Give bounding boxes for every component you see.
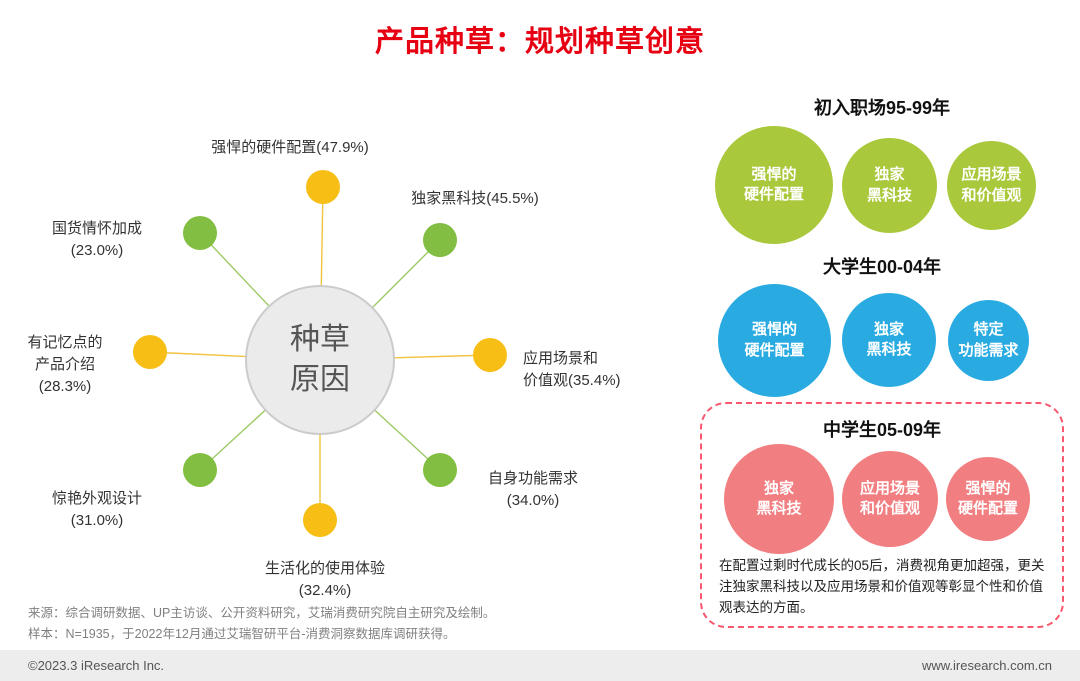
page-title: 产品种草：规划种草创意 [374,26,705,58]
dot-memorable [133,335,167,369]
group-heading-college: 大学生00-04年 [822,257,942,277]
bubble-college-2: 独家 黑科技 [842,293,936,387]
group-heading-workplace: 初入职场95-99年 [813,98,951,118]
copyright-text: ©2023.3 iResearch Inc. [28,658,165,673]
middle-school-highlight-box: 中学生05-09年 独家 黑科技 应用场景 和价值观 强悍的 硬件配置 在配置过… [700,402,1064,628]
bubble-workplace-1: 强悍的 硬件配置 [715,126,833,244]
dot-lifestyle [303,503,337,537]
label-hardware: 强悍的硬件配置(47.9%) [211,139,369,156]
bubble-middleschool-2: 应用场景 和价值观 [842,451,938,547]
group-heading-middleschool: 中学生05-09年 [822,420,942,440]
bubble-middleschool-3: 强悍的 硬件配置 [946,457,1030,541]
radial-chart: 种草 原因 强悍的硬件配置(47.9%) 独家黑科技(45.5%) 应用场景和 … [0,80,680,628]
website-url: www.iresearch.com.cn [921,658,1052,673]
bubble-middleschool-1: 独家 黑科技 [724,444,834,554]
bubble-college-3: 特定 功能需求 [948,300,1029,381]
label-patriotic: 国货情怀加成 (23.0%) [51,220,142,259]
label-scenario: 应用场景和 价值观(35.4%) [523,350,621,389]
dot-function [423,453,457,487]
sample-note: 样本：N=1935，于2022年12月通过艾瑞智研平台-消费洞察数据库调研获得。 [28,627,456,642]
source-note: 来源：综合调研数据、UP主访谈、公开资料研究，艾瑞消费研究院自主研究及绘制。 [28,606,496,620]
footer-bar: ©2023.3 iResearch Inc. www.iresearch.com… [0,650,1080,681]
label-blacktech: 独家黑科技(45.5%) [411,190,539,207]
dot-patriotic [183,216,217,250]
dot-design [183,453,217,487]
dot-scenario [473,338,507,372]
label-lifestyle: 生活化的使用体验 (32.4%) [264,560,385,599]
bubble-college-1: 强悍的 硬件配置 [718,284,831,397]
bubble-workplace-3: 应用场景 和价值观 [947,141,1036,230]
footnotes: 来源：综合调研数据、UP主访谈、公开资料研究，艾瑞消费研究院自主研究及绘制。 样… [28,603,668,646]
dot-blacktech [423,223,457,257]
middle-school-note: 在配置过剩时代成长的05后，消费视角更加超强，更关注独家黑科技以及应用场景和价值… [719,558,1045,615]
center-circle: 种草 原因 [245,285,395,435]
label-design: 惊艳外观设计 (31.0%) [51,490,142,529]
bubble-workplace-2: 独家 黑科技 [842,138,937,233]
label-function: 自身功能需求 (34.0%) [487,470,578,509]
dot-hardware [306,170,340,204]
label-memorable: 有记忆点的 产品介绍 (28.3%) [27,334,103,395]
